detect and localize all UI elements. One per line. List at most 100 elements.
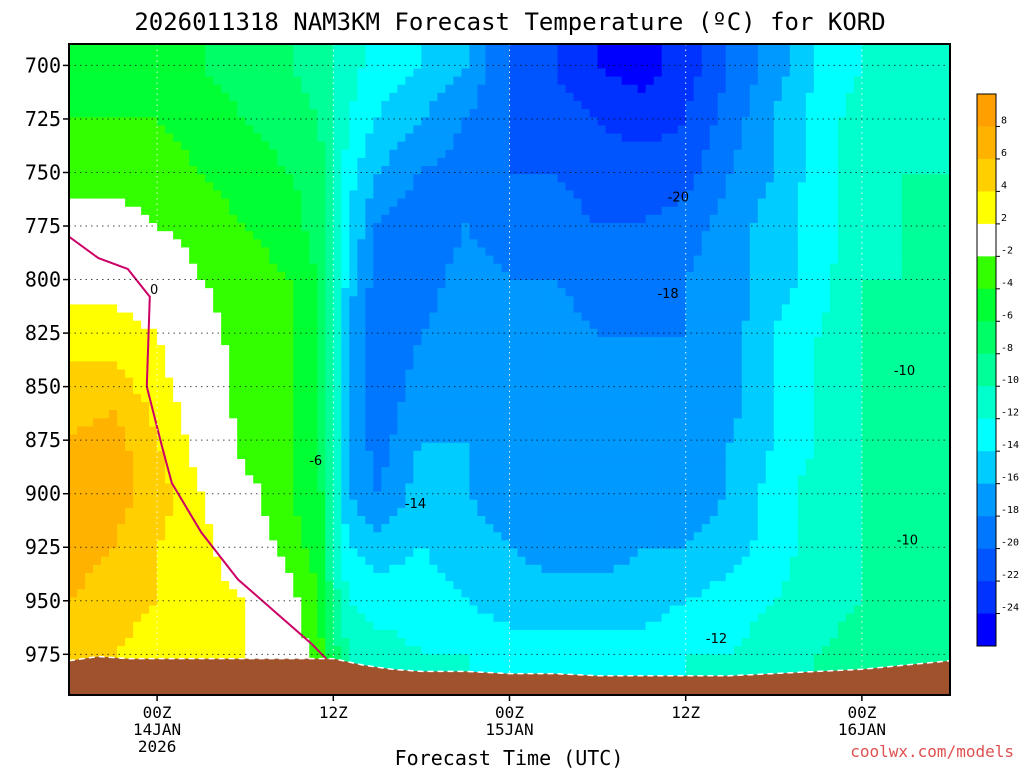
temperature-cell bbox=[365, 68, 374, 78]
temperature-cell bbox=[533, 483, 543, 493]
temperature-cell bbox=[197, 459, 206, 468]
temperature-cell bbox=[93, 141, 102, 151]
temperature-cell bbox=[69, 231, 78, 240]
temperature-cell bbox=[365, 336, 374, 346]
temperature-cell bbox=[493, 629, 503, 639]
temperature-cell bbox=[333, 206, 342, 216]
temperature-cell bbox=[173, 288, 182, 297]
temperature-cell bbox=[437, 60, 447, 70]
temperature-cell bbox=[189, 564, 198, 574]
temperature-cell bbox=[205, 231, 214, 240]
temperature-cell bbox=[277, 328, 286, 338]
temperature-cell bbox=[157, 174, 166, 183]
temperature-cell bbox=[389, 548, 398, 558]
temperature-cell bbox=[461, 247, 471, 257]
temperature-cell bbox=[485, 515, 495, 525]
temperature-cell bbox=[277, 279, 286, 289]
temperature-cell bbox=[69, 646, 78, 655]
temperature-cell bbox=[397, 605, 406, 615]
temperature-cell bbox=[341, 654, 350, 664]
temperature-cell bbox=[421, 312, 431, 322]
temperature-cell bbox=[253, 556, 262, 566]
temperature-cell bbox=[77, 629, 86, 639]
temperature-cell bbox=[125, 548, 134, 558]
temperature-cell bbox=[93, 377, 102, 387]
temperature-cell bbox=[421, 581, 431, 590]
temperature-cell bbox=[341, 133, 350, 143]
temperature-cell bbox=[413, 84, 422, 94]
temperature-cell bbox=[293, 597, 302, 607]
temperature-cell bbox=[453, 214, 463, 224]
temperature-cell bbox=[549, 499, 559, 509]
temperature-cell bbox=[125, 76, 134, 86]
temperature-cell bbox=[429, 345, 439, 354]
temperature-cell bbox=[285, 206, 294, 216]
temperature-cell bbox=[261, 304, 270, 314]
temperature-cell bbox=[357, 613, 366, 623]
temperature-cell bbox=[109, 377, 118, 387]
temperature-cell bbox=[181, 182, 190, 192]
temperature-cell bbox=[533, 353, 543, 362]
temperature-cell bbox=[77, 402, 86, 411]
temperature-cell bbox=[229, 296, 238, 305]
temperature-cell bbox=[117, 353, 126, 362]
temperature-cell bbox=[421, 52, 431, 61]
temperature-cell bbox=[101, 426, 110, 436]
temperature-cell bbox=[309, 589, 318, 598]
temperature-cell bbox=[565, 125, 575, 135]
temperature-cell bbox=[173, 231, 182, 240]
temperature-cell bbox=[381, 369, 390, 379]
temperature-cell bbox=[181, 117, 190, 126]
temperature-cell bbox=[101, 507, 110, 517]
temperature-cell bbox=[389, 345, 398, 354]
temperature-cell bbox=[429, 271, 439, 281]
temperature-cell bbox=[333, 166, 342, 175]
temperature-cell bbox=[405, 198, 414, 208]
temperature-cell bbox=[389, 459, 398, 468]
temperature-cell bbox=[525, 60, 535, 70]
temperature-cell bbox=[253, 483, 262, 493]
temperature-cell bbox=[533, 296, 543, 305]
temperature-cell bbox=[389, 507, 398, 517]
temperature-cell bbox=[133, 548, 142, 558]
temperature-cell bbox=[389, 231, 398, 240]
temperature-cell bbox=[549, 296, 559, 305]
temperature-cell bbox=[373, 581, 382, 590]
temperature-cell bbox=[293, 572, 302, 582]
temperature-cell bbox=[189, 491, 198, 501]
temperature-cell bbox=[277, 223, 286, 232]
temperature-cell bbox=[253, 393, 262, 403]
temperature-cell bbox=[77, 271, 86, 281]
temperature-cell bbox=[533, 499, 543, 509]
temperature-cell bbox=[557, 60, 567, 70]
temperature-cell bbox=[453, 279, 463, 289]
temperature-cell bbox=[365, 92, 374, 102]
temperature-cell bbox=[173, 320, 182, 330]
temperature-cell bbox=[557, 52, 567, 61]
temperature-cell bbox=[413, 434, 422, 444]
temperature-cell bbox=[117, 182, 126, 192]
temperature-cell bbox=[517, 385, 527, 395]
temperature-cell bbox=[261, 507, 270, 517]
temperature-cell bbox=[501, 524, 511, 533]
temperature-cell bbox=[301, 442, 310, 452]
temperature-cell bbox=[277, 459, 286, 468]
temperature-cell bbox=[205, 483, 214, 493]
temperature-cell bbox=[437, 141, 447, 151]
temperature-cell bbox=[277, 288, 286, 297]
temperature-cell bbox=[341, 491, 350, 501]
temperature-cell bbox=[437, 613, 447, 623]
temperature-cell bbox=[509, 304, 519, 314]
temperature-cell bbox=[485, 654, 495, 664]
temperature-cell bbox=[469, 540, 479, 550]
temperature-cell bbox=[181, 532, 190, 541]
temperature-cell bbox=[549, 418, 559, 428]
temperature-cell bbox=[157, 515, 166, 525]
temperature-cell bbox=[405, 621, 414, 631]
temperature-cell bbox=[421, 60, 431, 70]
temperature-cell bbox=[461, 418, 471, 428]
temperature-cell bbox=[253, 532, 262, 541]
temperature-cell bbox=[285, 109, 294, 118]
temperature-cell bbox=[309, 499, 318, 509]
temperature-cell bbox=[365, 638, 374, 647]
